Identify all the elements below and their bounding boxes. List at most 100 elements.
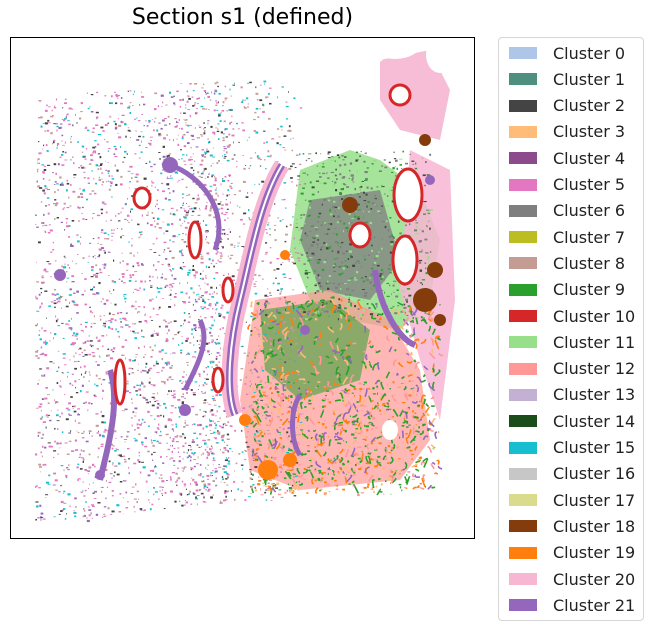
tissue-speck (183, 216, 186, 218)
tissue-speck (223, 133, 225, 135)
tissue-speck (135, 390, 138, 392)
tissue-speck (360, 185, 363, 188)
tissue-speck (354, 394, 355, 397)
tissue-speck (318, 172, 321, 174)
tissue-speck (54, 294, 57, 296)
tissue-speck (62, 107, 64, 109)
tissue-speck (208, 425, 212, 427)
tissue-speck (368, 422, 372, 425)
tissue-speck (215, 187, 217, 189)
tissue-speck (202, 298, 205, 301)
tissue-speck (360, 191, 363, 193)
tissue-speck (317, 274, 320, 277)
legend-item: Cluster 0 (509, 43, 625, 63)
tissue-speck (151, 298, 154, 300)
tissue-speck (360, 317, 362, 320)
tissue-speck (328, 401, 332, 404)
cluster-10-ring (187, 220, 203, 260)
tissue-speck (167, 154, 170, 157)
tissue-speck (173, 296, 177, 298)
tissue-speck (170, 207, 174, 209)
tissue-speck (149, 280, 151, 282)
tissue-speck (107, 122, 110, 124)
tissue-speck (126, 435, 129, 438)
tissue-speck (129, 252, 132, 255)
tissue-speck (110, 321, 113, 323)
tissue-speck (77, 408, 80, 410)
tissue-speck (52, 389, 54, 391)
tissue-speck (328, 315, 330, 318)
tissue-speck (39, 187, 43, 189)
tissue-speck (287, 129, 290, 132)
tissue-speck (59, 442, 62, 445)
tissue-speck (45, 271, 49, 273)
tissue-speck (321, 166, 325, 168)
tissue-speck (172, 139, 174, 142)
tissue-speck (168, 390, 170, 393)
tissue-fiber (431, 461, 436, 465)
tissue-fiber (366, 428, 369, 432)
tissue-speck (197, 506, 199, 507)
tissue-speck (312, 224, 314, 227)
tissue-speck (395, 174, 397, 177)
tissue-speck (318, 281, 320, 283)
tissue-speck (260, 399, 264, 401)
tissue-speck (54, 440, 56, 443)
cluster-19-patch (280, 250, 290, 260)
tissue-speck (194, 102, 197, 104)
tissue-speck (215, 484, 218, 486)
tissue-speck (346, 421, 350, 424)
tissue-speck (61, 118, 64, 120)
tissue-speck (351, 218, 355, 220)
legend-swatch (509, 336, 537, 349)
tissue-speck (213, 184, 217, 186)
tissue-speck (172, 268, 175, 270)
tissue-speck (70, 430, 72, 433)
tissue-fiber (312, 365, 318, 376)
tissue-speck (337, 242, 339, 245)
tissue-speck (396, 446, 399, 449)
tissue-speck (330, 297, 332, 300)
tissue-speck (174, 293, 177, 295)
tissue-speck (56, 143, 60, 145)
tissue-speck (190, 456, 192, 459)
tissue-speck (77, 141, 80, 143)
tissue-speck (219, 257, 222, 259)
tissue-speck (402, 150, 404, 153)
tissue-speck (334, 241, 338, 244)
tissue-speck (46, 394, 50, 396)
tissue-fiber (409, 435, 417, 444)
tissue-speck (115, 95, 119, 98)
legend-swatch (509, 178, 537, 191)
tissue-speck (71, 317, 72, 320)
tissue-speck (177, 331, 180, 334)
tissue-speck (334, 462, 337, 464)
tissue-speck (208, 266, 210, 269)
tissue-speck (75, 392, 79, 394)
tissue-speck (80, 236, 82, 238)
tissue-speck (388, 399, 390, 402)
tissue-speck (98, 176, 100, 179)
tissue-speck (118, 124, 122, 127)
tissue-speck (125, 312, 128, 314)
tissue-speck (141, 336, 144, 338)
tissue-fiber (425, 403, 430, 408)
tissue-speck (317, 216, 321, 218)
tissue-speck (265, 485, 268, 487)
tissue-speck (56, 443, 58, 445)
tissue-speck (320, 153, 322, 155)
tissue-speck (35, 223, 37, 225)
tissue-speck (319, 285, 321, 287)
tissue-speck (203, 516, 206, 519)
tissue-speck (173, 430, 175, 432)
tissue-speck (52, 172, 54, 174)
tissue-speck (41, 302, 43, 305)
tissue-speck (74, 367, 77, 370)
tissue-speck (367, 483, 370, 486)
tissue-fiber (371, 479, 376, 489)
tissue-speck (392, 297, 394, 301)
tissue-speck (183, 301, 186, 304)
legend-swatch (509, 362, 537, 375)
tissue-speck (117, 220, 121, 222)
tissue-speck (211, 175, 213, 178)
